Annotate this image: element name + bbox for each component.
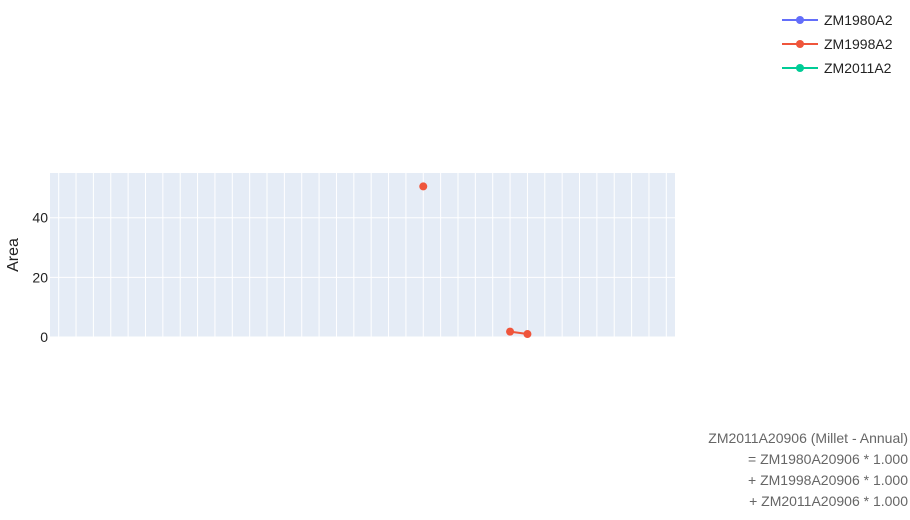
y-tick-label: 0: [40, 329, 48, 345]
y-axis-label: Area: [5, 238, 22, 272]
y-tick-label: 40: [32, 210, 48, 226]
plot-area: [50, 173, 675, 337]
annotation-line: + ZM2011A20906 * 1.000: [749, 493, 908, 509]
legend-swatch-icon: [782, 62, 818, 74]
annotation-line: = ZM1980A20906 * 1.000: [748, 451, 908, 467]
legend-label: ZM1998A2: [824, 36, 893, 52]
formula-annotation: ZM2011A20906 (Millet - Annual) = ZM1980A…: [708, 428, 908, 512]
data-point[interactable]: [506, 327, 515, 336]
annotation-line: + ZM1998A20906 * 1.000: [748, 472, 908, 488]
legend-label: ZM2011A2: [824, 60, 892, 76]
y-tick-labels: 0 20 40: [32, 210, 48, 345]
legend-item-zm1980a2[interactable]: ZM1980A2: [782, 8, 892, 32]
x-gridlines: [58, 173, 667, 337]
legend-swatch-icon: [782, 14, 818, 26]
series-layer: [419, 182, 532, 339]
legend-item-zm1998a2[interactable]: ZM1998A2: [782, 32, 892, 56]
data-point[interactable]: [523, 330, 532, 339]
legend-label: ZM1980A2: [824, 12, 893, 28]
annotation-line: ZM2011A20906 (Millet - Annual): [708, 430, 908, 446]
legend: ZM1980A2 ZM1998A2 ZM2011A2: [782, 8, 892, 80]
legend-item-zm2011a2[interactable]: ZM2011A2: [782, 56, 892, 80]
legend-swatch-icon: [782, 38, 818, 50]
y-tick-label: 20: [32, 269, 48, 285]
y-gridlines: [50, 217, 675, 338]
data-point[interactable]: [419, 182, 428, 191]
series-zm1998a2: [419, 182, 532, 339]
